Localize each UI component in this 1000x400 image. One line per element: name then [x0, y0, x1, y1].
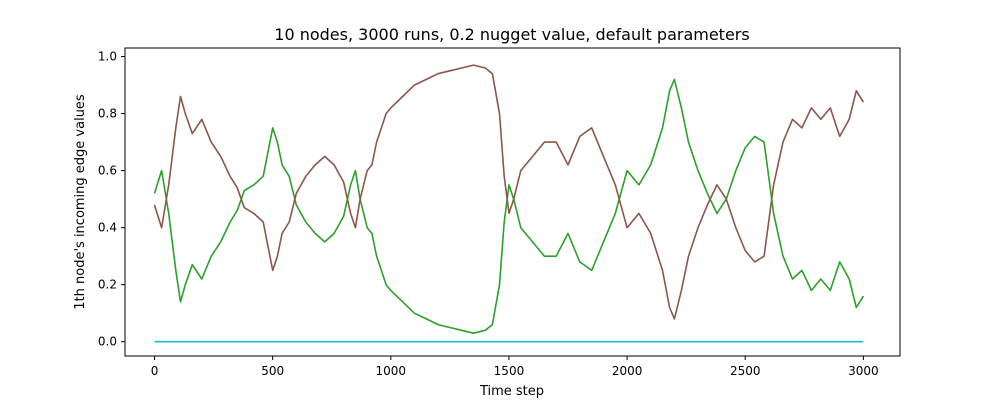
x-tick-label: 1000 — [376, 364, 407, 378]
series-line-1 — [153, 78, 865, 335]
y-tick-label: 0.8 — [98, 107, 117, 121]
y-tick-label: 0.6 — [98, 164, 117, 178]
y-axis: 0.0 0.2 0.4 0.6 0.8 1.0 — [98, 50, 125, 349]
x-axis: 0 500 1000 1500 2000 2500 3000 — [151, 356, 879, 378]
x-tick-label: 3000 — [848, 364, 879, 378]
x-tick-label: 0 — [151, 364, 159, 378]
plot-area — [153, 64, 865, 343]
plot-frame — [124, 47, 901, 357]
x-tick-label: 2500 — [730, 364, 761, 378]
x-tick-label: 1500 — [494, 364, 525, 378]
y-axis-label: 1th node's incoming edge values — [73, 94, 88, 310]
y-tick-label: 0.0 — [98, 335, 117, 349]
y-tick-label: 0.2 — [98, 278, 117, 292]
x-tick-label: 2000 — [612, 364, 643, 378]
y-tick-label: 0.4 — [98, 221, 117, 235]
x-tick-label: 500 — [261, 364, 284, 378]
x-axis-label: Time step — [479, 384, 544, 399]
series-line-2 — [153, 64, 865, 320]
y-tick-label: 1.0 — [98, 50, 117, 64]
chart-title: 10 nodes, 3000 runs, 0.2 nugget value, d… — [274, 25, 749, 44]
